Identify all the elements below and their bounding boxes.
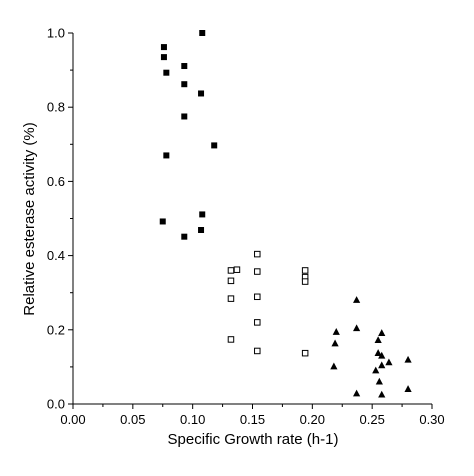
data-point [301, 278, 309, 285]
data-point [254, 250, 261, 258]
x-axis-ticks: 0.00 0.05 0.10 0.15 0.20 0.25 0.30 [60, 404, 445, 427]
data-point [181, 113, 188, 120]
data-point [404, 355, 412, 363]
x-axis-label: Specific Growth rate (h-1) [168, 431, 339, 448]
data-point [254, 347, 261, 355]
data-point [374, 336, 382, 343]
data-point [181, 63, 188, 70]
data-points [159, 30, 412, 398]
y-axis-ticks: 0.0 0.2 0.4 0.6 0.8 1.0 [47, 26, 73, 412]
y-tick-label: 0.8 [47, 100, 65, 115]
data-point [372, 366, 380, 374]
data-point [331, 339, 339, 347]
data-point [227, 277, 235, 285]
data-point [181, 233, 188, 240]
data-point [254, 268, 261, 275]
data-point [378, 361, 386, 369]
data-point [378, 390, 386, 398]
data-point [233, 266, 241, 273]
data-point [353, 296, 361, 303]
data-point [301, 349, 309, 357]
data-point [160, 44, 167, 51]
data-point [211, 142, 218, 149]
data-point [198, 90, 205, 97]
y-tick-label: 0.2 [47, 322, 65, 337]
data-point [198, 227, 205, 234]
data-point [227, 267, 235, 274]
data-point [374, 349, 382, 356]
data-point [160, 54, 167, 61]
y-axis-label: Relative esterase activity (%) [21, 122, 38, 315]
data-point [227, 295, 235, 302]
series-1 [159, 30, 218, 240]
data-point [159, 218, 166, 225]
data-point [353, 389, 361, 397]
series-2 [227, 250, 309, 357]
data-point [404, 385, 412, 392]
data-point [163, 152, 170, 159]
data-point [163, 69, 170, 76]
series-3 [330, 296, 412, 398]
axes [72, 33, 432, 405]
data-point [385, 358, 393, 366]
y-tick-label: 0.6 [47, 174, 65, 189]
data-point [353, 324, 361, 332]
y-tick-label: 1.0 [47, 26, 65, 41]
x-tick-label: 0.00 [60, 412, 85, 427]
y-tick-label: 0.4 [47, 248, 65, 263]
data-point [254, 319, 261, 326]
data-point [199, 211, 206, 218]
data-point [330, 362, 338, 370]
data-point [332, 328, 340, 335]
x-tick-label: 0.20 [300, 412, 325, 427]
x-tick-label: 0.25 [360, 412, 385, 427]
x-tick-label: 0.05 [120, 412, 145, 427]
data-point [301, 267, 309, 274]
x-tick-label: 0.10 [180, 412, 205, 427]
data-point [227, 336, 235, 343]
data-point [378, 329, 386, 336]
data-point [199, 30, 206, 36]
data-point [378, 351, 386, 359]
data-point [254, 293, 261, 301]
x-tick-label: 0.15 [240, 412, 265, 427]
data-point [375, 377, 383, 385]
x-tick-label: 0.30 [419, 412, 444, 427]
y-tick-label: 0.0 [47, 397, 65, 412]
data-point [181, 81, 188, 88]
